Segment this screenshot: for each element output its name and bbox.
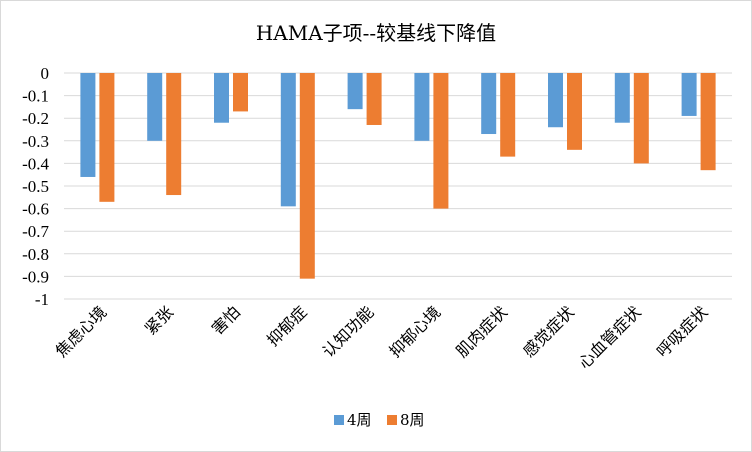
bar-series-1-3 [214, 73, 229, 123]
x-category-label: 心血管症状 [575, 302, 645, 372]
bar-series-1-8 [548, 73, 563, 128]
legend-label-2: 8周 [400, 411, 425, 429]
bar-series-2-7 [500, 73, 516, 157]
x-category-label: 抑郁心境 [386, 302, 445, 361]
bar-series-1-10 [681, 73, 697, 116]
bar-series-2-8 [567, 73, 582, 150]
x-category-label: 认知功能 [319, 302, 378, 361]
y-tick-label: -0.1 [22, 87, 49, 106]
bar-series-1-4 [280, 73, 296, 207]
bars [80, 73, 716, 279]
x-category-label: 焦虑心境 [52, 302, 111, 361]
x-category-label: 害怕 [208, 302, 244, 338]
y-tick-label: -0.8 [22, 245, 49, 264]
bar-series-2-10 [700, 73, 716, 171]
legend: 4周 8周 [334, 411, 425, 429]
bar-series-2-6 [433, 73, 449, 209]
bar-series-1-1 [80, 73, 96, 177]
legend-label-1: 4周 [347, 411, 372, 429]
bar-series-1-9 [614, 73, 630, 123]
y-tick-label: -0.5 [22, 177, 49, 196]
y-tick-label: -0.2 [22, 109, 49, 128]
y-tick-label: -0.6 [22, 200, 49, 219]
x-category-label: 紧张 [141, 302, 177, 338]
bar-series-1-7 [481, 73, 497, 135]
x-category-label: 感觉症状 [519, 302, 578, 361]
bar-series-2-9 [633, 73, 649, 164]
bar-series-1-5 [347, 73, 363, 110]
bar-series-2-4 [299, 73, 315, 279]
gridlines [64, 72, 732, 300]
y-tick-label: 0 [41, 64, 50, 83]
chart-title: HAMA子项--较基线下降值 [256, 21, 496, 45]
bar-series-2-2 [166, 73, 182, 196]
y-tick-label: -0.7 [22, 222, 49, 241]
x-category-label: 抑郁症 [263, 302, 310, 349]
bar-series-2-3 [233, 73, 248, 112]
bar-series-2-1 [99, 73, 115, 202]
x-category-label: 呼吸症状 [653, 302, 712, 361]
y-tick-label: -0.3 [22, 132, 49, 151]
x-category-label: 肌肉症状 [452, 302, 511, 361]
bar-series-2-5 [366, 73, 382, 125]
y-tick-label: -1 [35, 290, 49, 309]
y-axis-ticks: 0 -0.1 -0.2 -0.3 -0.4 -0.5 -0.6 -0.7 -0.8 -0.9 -1 [22, 64, 49, 309]
bar-series-1-2 [147, 73, 163, 141]
bar-series-1-6 [414, 73, 430, 141]
legend-swatch-1 [334, 415, 344, 425]
y-tick-label: -0.9 [22, 267, 49, 286]
y-tick-label: -0.4 [22, 154, 49, 173]
legend-swatch-2 [387, 415, 397, 425]
